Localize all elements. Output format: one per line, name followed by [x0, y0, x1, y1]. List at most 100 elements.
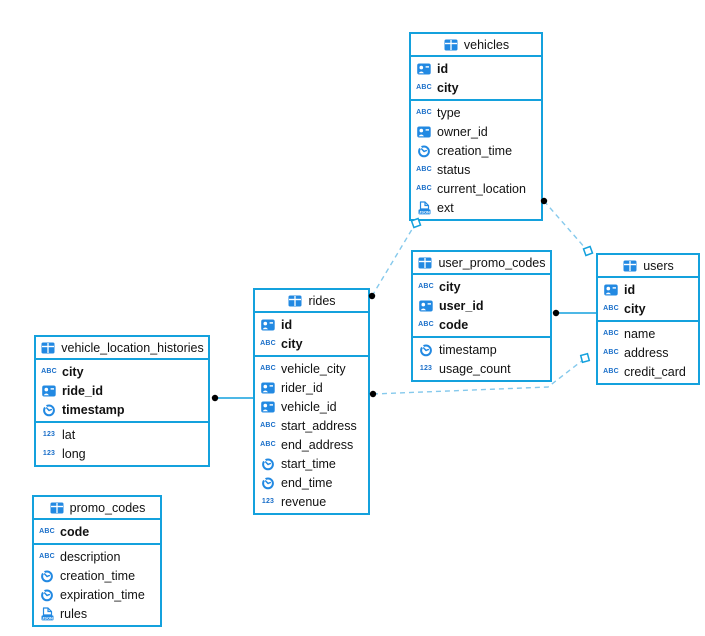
field-row-code: ABC code	[413, 315, 550, 334]
field-name: creation_time	[60, 568, 136, 583]
field-name: owner_id	[437, 124, 488, 139]
field-row-timestamp: timestamp	[36, 400, 208, 419]
string-icon: ABC	[418, 321, 434, 328]
field-name: creation_time	[437, 143, 513, 158]
field-name: ext	[437, 200, 454, 215]
table-users[interactable]: users id ABC city ABC name ABC address ABC credit…	[596, 253, 700, 385]
table-promo_codes[interactable]: promo_codes ABC code ABC description creation…	[32, 495, 162, 627]
field-name: type	[437, 105, 461, 120]
table-header: users	[598, 255, 698, 278]
field-row-city: ABC city	[36, 362, 208, 381]
primary-key-section: ABC city ride_id timestamp	[36, 360, 208, 421]
field-row-ride_id: ride_id	[36, 381, 208, 400]
field-name: end_time	[281, 475, 333, 490]
field-name: city	[62, 364, 84, 379]
field-row-city: ABC city	[255, 334, 368, 353]
columns-section: ABC type owner_id creation_time ABC status ABC…	[411, 99, 541, 219]
table-rides[interactable]: rides id ABC city ABC vehicle_city rider_id veh…	[253, 288, 370, 515]
field-row-usage_count: 123 usage_count	[413, 359, 550, 378]
timestamp-icon	[39, 569, 55, 583]
timestamp-icon	[39, 588, 55, 602]
field-name: code	[60, 524, 90, 539]
field-row-name: ABC name	[598, 324, 698, 343]
relation-endpoint-dot	[211, 394, 219, 402]
relation-anchor-square	[579, 352, 591, 364]
string-icon: ABC	[260, 365, 276, 372]
uuid-icon	[416, 126, 432, 138]
number-icon: 123	[419, 365, 433, 372]
string-icon: ABC	[603, 330, 619, 337]
string-icon: ABC	[416, 185, 432, 192]
uuid-icon	[260, 319, 276, 331]
field-row-end_address: ABC end_address	[255, 435, 368, 454]
uuid-icon	[416, 63, 432, 75]
string-icon: ABC	[260, 422, 276, 429]
field-name: revenue	[281, 494, 327, 509]
string-icon: ABC	[418, 283, 434, 290]
string-icon: ABC	[603, 349, 619, 356]
field-row-rider_id: rider_id	[255, 378, 368, 397]
field-name: ride_id	[62, 383, 103, 398]
field-name: status	[437, 162, 471, 177]
field-row-code: ABC code	[34, 522, 160, 541]
field-name: address	[624, 345, 669, 360]
field-name: end_address	[281, 437, 354, 452]
svg-text:JSON: JSON	[419, 209, 430, 214]
string-icon: ABC	[39, 528, 55, 535]
field-row-address: ABC address	[598, 343, 698, 362]
field-row-creation_time: creation_time	[411, 141, 541, 160]
table-vehicles[interactable]: vehicles id ABC city ABC type owner_id creation…	[409, 32, 543, 221]
json-icon: JSON	[416, 200, 432, 215]
table-title: user_promo_codes	[438, 255, 546, 270]
primary-key-section: id ABC city	[598, 278, 698, 320]
relation-endpoint-dot	[552, 309, 560, 317]
uuid-icon	[260, 382, 276, 394]
field-name: start_address	[281, 418, 357, 433]
relation-anchor-square	[582, 245, 594, 257]
field-name: start_time	[281, 456, 336, 471]
columns-section: ABC name ABC address ABC credit_card	[598, 320, 698, 383]
timestamp-icon	[416, 144, 432, 158]
table-title: vehicle_location_histories	[61, 340, 204, 355]
field-row-end_time: end_time	[255, 473, 368, 492]
uuid-icon	[418, 300, 434, 312]
table-icon	[287, 295, 303, 307]
table-icon	[417, 257, 433, 269]
field-row-current_location: ABC current_location	[411, 179, 541, 198]
table-title: promo_codes	[69, 500, 146, 515]
field-name: vehicle_id	[281, 399, 337, 414]
table-header: vehicles	[411, 34, 541, 57]
string-icon: ABC	[416, 109, 432, 116]
number-icon: 123	[261, 498, 275, 505]
table-title: vehicles	[463, 37, 510, 52]
table-icon	[622, 260, 638, 272]
table-header: rides	[255, 290, 368, 313]
table-header: promo_codes	[34, 497, 160, 520]
field-row-description: ABC description	[34, 547, 160, 566]
uuid-icon	[41, 385, 57, 397]
field-name: city	[439, 279, 461, 294]
table-icon	[443, 39, 459, 51]
field-name: id	[437, 61, 449, 76]
json-icon: JSON	[39, 606, 55, 621]
field-name: current_location	[437, 181, 526, 196]
field-row-id: id	[598, 280, 698, 299]
string-icon: ABC	[603, 305, 619, 312]
columns-section: 123 lat 123 long	[36, 421, 208, 465]
timestamp-icon	[260, 476, 276, 490]
table-vehicle_location_histories[interactable]: vehicle_location_histories ABC city ride_id…	[34, 335, 210, 467]
relation-vehicles-to-users	[543, 200, 587, 250]
table-title: users	[643, 258, 674, 273]
table-header: vehicle_location_histories	[36, 337, 208, 360]
timestamp-icon	[41, 403, 57, 417]
field-name: user_id	[439, 298, 484, 313]
field-name: city	[437, 80, 459, 95]
table-icon	[40, 342, 56, 354]
primary-key-section: ABC code	[34, 520, 160, 543]
string-icon: ABC	[416, 166, 432, 173]
string-icon: ABC	[41, 368, 57, 375]
table-user_promo_codes[interactable]: user_promo_codes ABC city user_id ABC code tim…	[411, 250, 552, 382]
field-name: long	[62, 446, 86, 461]
table-header: user_promo_codes	[413, 252, 550, 275]
